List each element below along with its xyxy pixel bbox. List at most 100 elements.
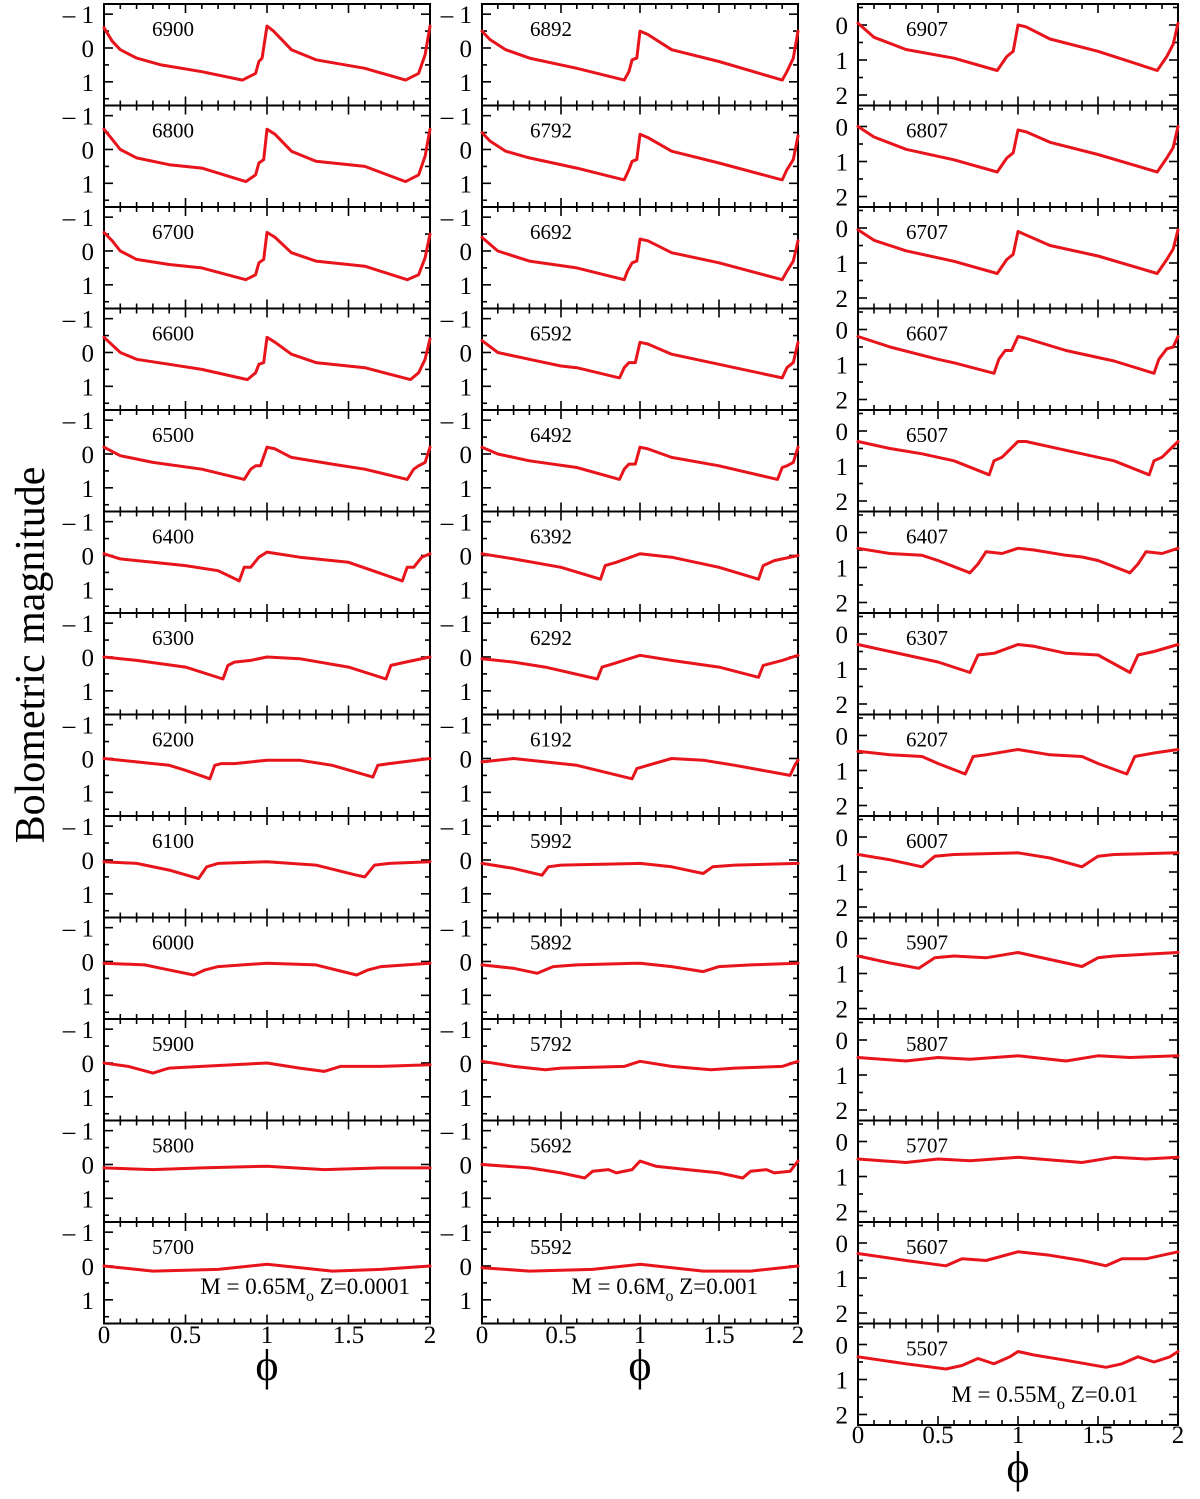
panel-6600: – 1 0 1 6600 (62, 307, 432, 411)
right-column-panels: 0126907012680701267070126607012650701264… (836, 3, 1185, 1492)
light-curve-6792 (480, 131, 800, 182)
note-mass: M = 0.55M (951, 1382, 1057, 1407)
panel-6507: 0 1 2 6507 (836, 409, 1180, 516)
light-curve-6400 (102, 550, 432, 583)
panel-temperature-label: 6007 (906, 829, 948, 853)
light-curve-6892 (480, 29, 800, 82)
y-tick-label: 0 (460, 645, 473, 672)
y-tick-label: 0 (836, 1231, 849, 1258)
note-solar-subscript: o (1057, 1396, 1065, 1413)
y-tick-label: 0 (460, 949, 473, 976)
panel-temperature-label: 6192 (530, 728, 572, 752)
y-tick-label: 0 (82, 848, 95, 875)
y-tick-label: – 1 (62, 2, 94, 29)
y-tick-label: 0 (460, 1051, 473, 1078)
panel-temperature-label: 5892 (530, 931, 572, 955)
light-curve-6200 (102, 757, 432, 781)
model-parameters-note: M = 0.55Mo Z=0.01 (951, 1382, 1138, 1413)
y-tick-label: 2 (836, 185, 849, 212)
panel-temperature-label: 6907 (906, 17, 948, 41)
panel-temperature-label: 6692 (530, 220, 572, 244)
y-tick-label: 0 (836, 318, 849, 345)
panel-temperature-label: 6000 (152, 931, 194, 955)
y-tick-label: 1 (460, 679, 473, 706)
y-tick-label: 1 (836, 251, 849, 278)
y-tick-label: 1 (82, 1085, 95, 1112)
y-tick-label: 0 (460, 137, 473, 164)
panel-5792: – 1 0 1 5792 (440, 1017, 800, 1122)
y-tick-label: – 1 (440, 205, 472, 232)
y-tick-label: 1 (460, 882, 473, 909)
light-curve-6900 (102, 24, 432, 82)
y-tick-label: 2 (836, 692, 849, 719)
light-curve-6907 (856, 21, 1180, 72)
panel-temperature-label: 6700 (152, 220, 194, 244)
panel-6400: – 1 0 1 6400 (62, 510, 432, 614)
y-tick-label: – 1 (440, 1220, 472, 1247)
y-tick-label: 1 (460, 1288, 473, 1315)
y-tick-label: 0 (460, 239, 473, 266)
y-tick-label: 1 (836, 1165, 849, 1192)
y-tick-label: 1 (460, 374, 473, 401)
y-tick-label: 1 (82, 882, 95, 909)
panel-6407: 0 1 2 6407 (836, 510, 1180, 618)
panel-temperature-label: 6292 (530, 626, 572, 650)
y-tick-label: 1 (460, 983, 473, 1010)
x-tick-label: 0 (98, 1322, 111, 1349)
x-tick-label: 1.5 (1082, 1422, 1113, 1449)
y-tick-label: 0 (836, 825, 849, 852)
y-tick-label: 1 (82, 70, 95, 97)
y-tick-label: 0 (460, 36, 473, 63)
panel-temperature-label: 6500 (152, 423, 194, 447)
x-tick-label: 0.5 (170, 1322, 201, 1349)
light-curve-5607 (856, 1250, 1180, 1268)
y-tick-label: 0 (836, 622, 849, 649)
light-curve-5900 (102, 1061, 432, 1075)
panel-temperature-label: 5900 (152, 1032, 194, 1056)
panel-6007: 0 1 2 6007 (836, 815, 1180, 922)
panel-temperature-label: 6792 (530, 119, 572, 143)
y-tick-label: 0 (460, 543, 473, 570)
light-curve-6507 (856, 440, 1180, 477)
y-tick-label: – 1 (440, 2, 472, 29)
y-tick-label: – 1 (62, 307, 94, 334)
panel-temperature-label: 6207 (906, 728, 948, 752)
y-tick-label: 0 (82, 239, 95, 266)
light-curve-6000 (102, 961, 432, 977)
y-tick-label: 0 (82, 137, 95, 164)
panel-temperature-label: 5992 (530, 829, 572, 853)
y-tick-label: 0 (836, 1130, 849, 1157)
panel-6607: 0 1 2 6607 (836, 307, 1180, 415)
y-tick-label: 1 (82, 679, 95, 706)
panel-6000: – 1 0 1 6000 (62, 916, 432, 1020)
panel-temperature-label: 6200 (152, 728, 194, 752)
y-tick-label: 0 (82, 543, 95, 570)
y-tick-label: – 1 (440, 611, 472, 638)
light-curve-6800 (102, 127, 432, 184)
panel-temperature-label: 6507 (906, 423, 948, 447)
light-curve-6607 (856, 335, 1180, 375)
y-tick-label: 0 (836, 724, 849, 751)
panel-temperature-label: 6800 (152, 119, 194, 143)
y-tick-label: 1 (82, 476, 95, 503)
x-tick-label: 1 (261, 1322, 274, 1349)
y-tick-label: – 1 (440, 104, 472, 131)
panel-temperature-label: 5592 (530, 1235, 572, 1259)
y-tick-label: 2 (836, 489, 849, 516)
light-curve-6592 (480, 339, 800, 380)
panel-temperature-label: 6707 (906, 220, 948, 244)
y-tick-label: – 1 (62, 814, 94, 841)
y-tick-label: 0 (836, 216, 849, 243)
note-metallicity: Z=0.0001 (314, 1274, 410, 1299)
y-tick-label: 2 (836, 1098, 849, 1125)
panel-6300: – 1 0 1 6300 (62, 611, 432, 716)
y-tick-label: 2 (836, 1403, 849, 1430)
y-tick-label: 1 (836, 353, 849, 380)
y-tick-label: 2 (836, 895, 849, 922)
panel-temperature-label: 6892 (530, 17, 572, 41)
x-tick-label: 2 (1172, 1422, 1185, 1449)
y-tick-label: 0 (82, 1051, 95, 1078)
note-mass: M = 0.65M (200, 1274, 306, 1299)
y-tick-label: 1 (82, 983, 95, 1010)
